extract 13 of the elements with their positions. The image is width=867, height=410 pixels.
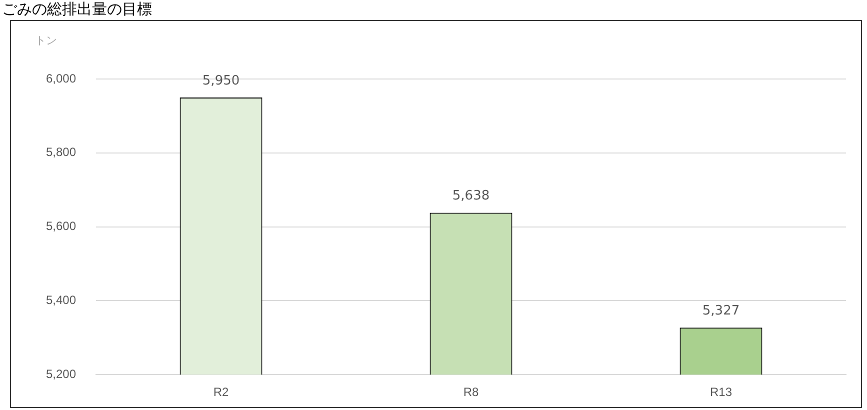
x-tick-label: R13	[710, 385, 732, 400]
data-label: 5,638	[452, 188, 490, 204]
y-tick-label: 6,000	[46, 71, 76, 86]
y-tick-label: 5,600	[46, 219, 76, 234]
x-tick-label: R8	[463, 385, 480, 400]
x-tick-label: R2	[213, 385, 230, 400]
data-label: 5,327	[702, 304, 740, 319]
chart-title: ごみの総排出量の目標	[2, 0, 152, 18]
y-tick-label: 5,800	[46, 145, 76, 160]
data-label: 5,950	[202, 73, 240, 88]
y-axis-title: トン	[35, 34, 57, 47]
y-tick-label: 5,400	[46, 293, 76, 308]
y-tick-label: 5,200	[46, 366, 76, 381]
